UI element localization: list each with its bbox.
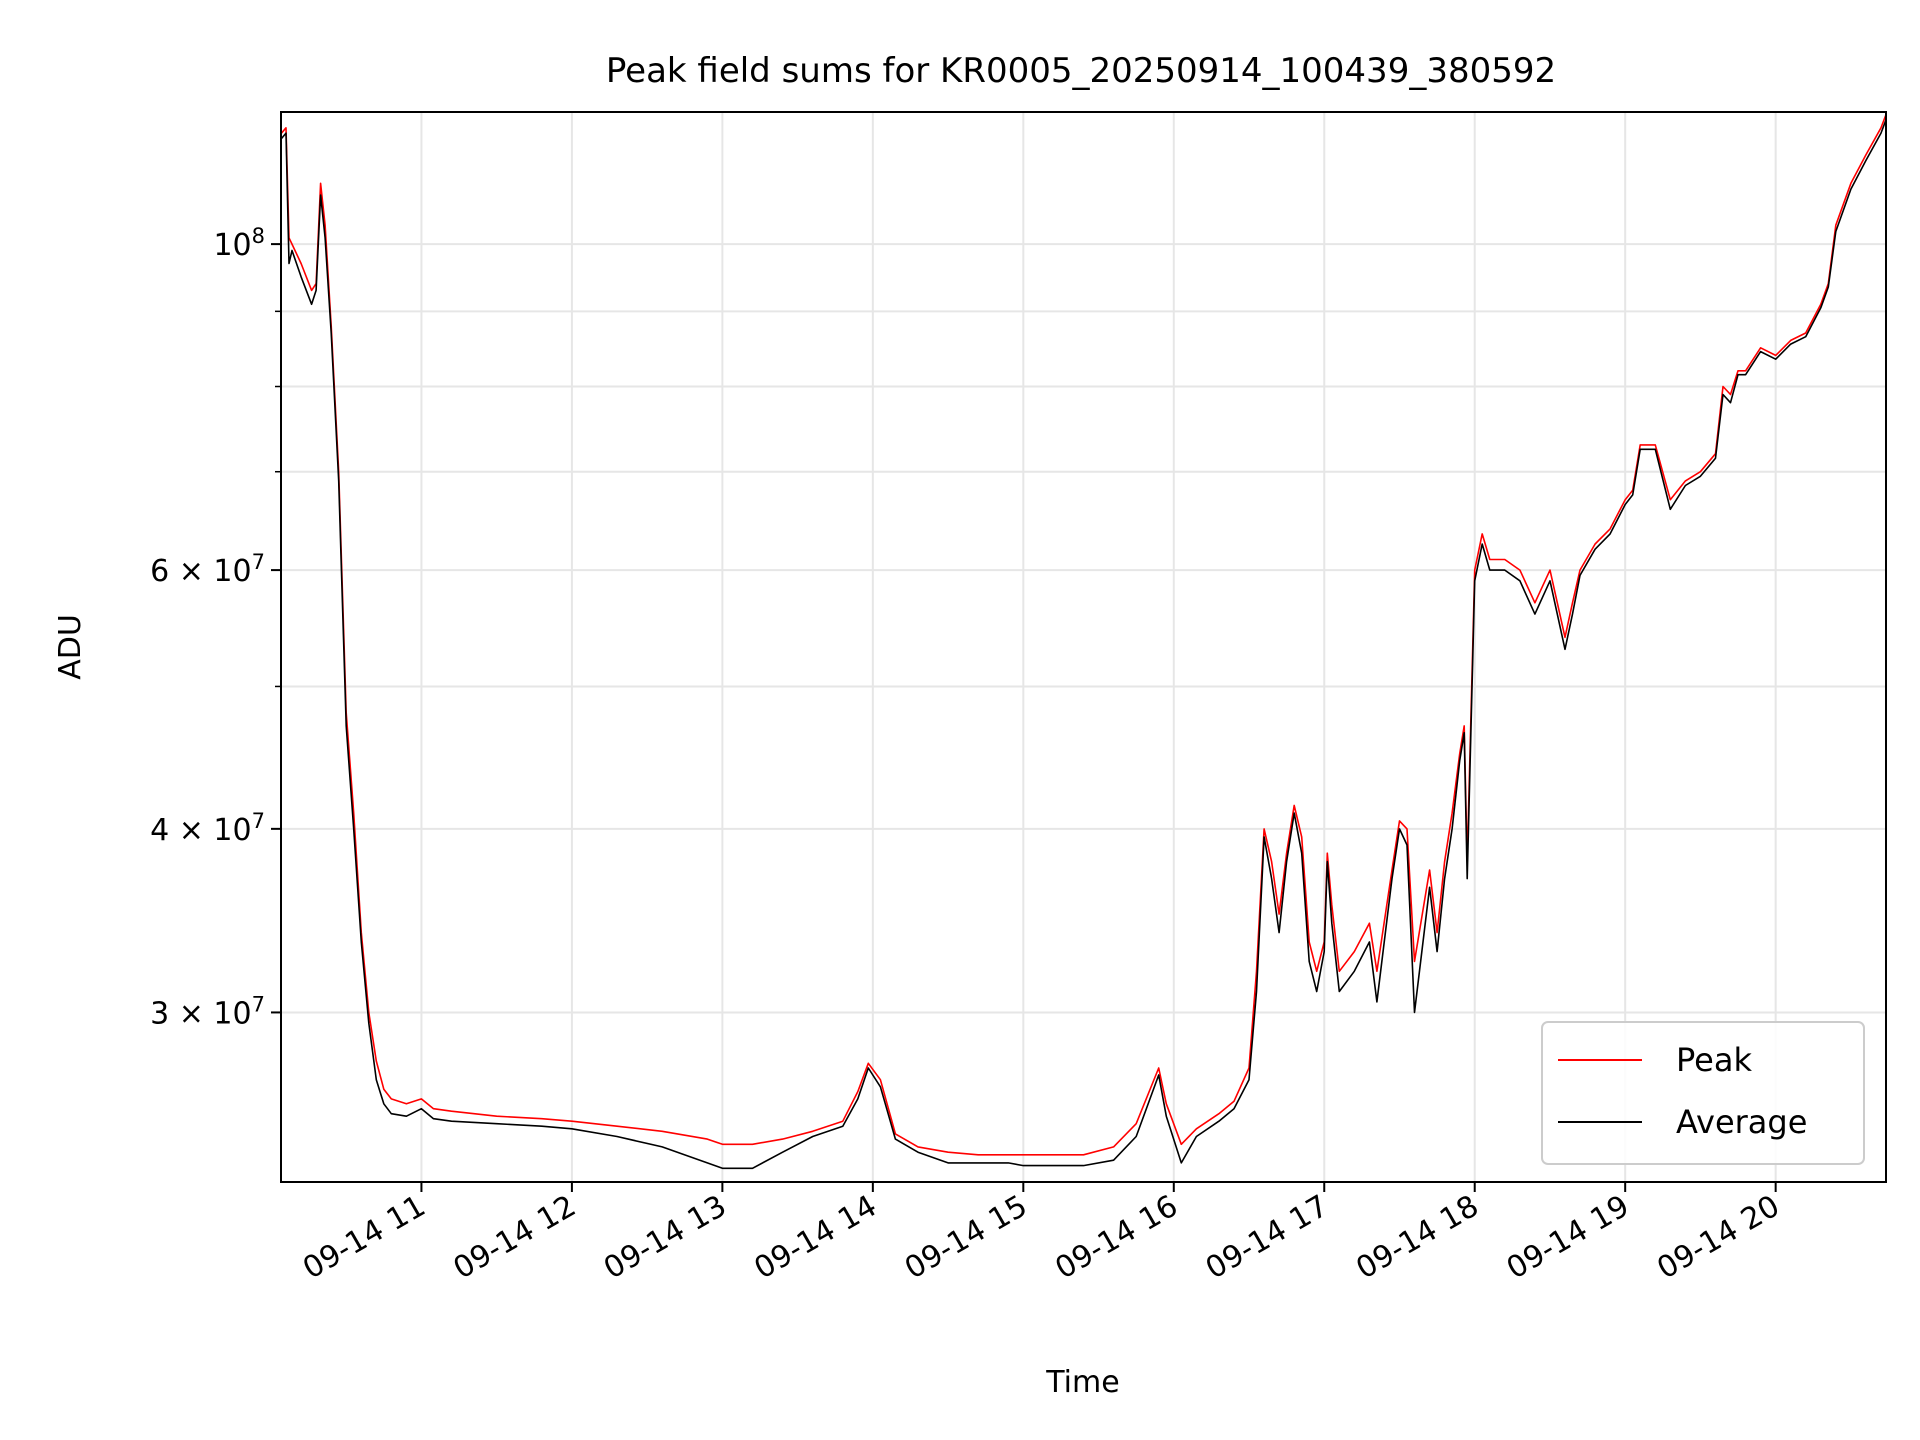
plot-frame (280, 111, 1887, 1183)
legend: Peak Average (1541, 1021, 1865, 1165)
y-tick-label: 108 (213, 224, 265, 263)
legend-label-peak: Peak (1676, 1041, 1752, 1079)
series-line-peak (281, 112, 1886, 1156)
legend-box (1541, 1021, 1865, 1165)
y-axis: 3 × 107 4 × 107 6 × 107 108 (150, 224, 281, 1031)
y-tick-label: 6 × 107 (150, 550, 265, 589)
y-axis-label: ADU (53, 614, 88, 680)
y-tick-label: 4 × 107 (150, 809, 265, 848)
y-tick-label: 3 × 107 (150, 992, 265, 1031)
x-axis-label: Time (1045, 1365, 1119, 1400)
legend-label-average: Average (1676, 1103, 1807, 1141)
series-line-average (281, 117, 1886, 1170)
chart-title: Peak field sums for KR0005_20250914_1004… (606, 51, 1556, 91)
grid (281, 112, 1886, 1182)
series-layer (281, 112, 1886, 1170)
